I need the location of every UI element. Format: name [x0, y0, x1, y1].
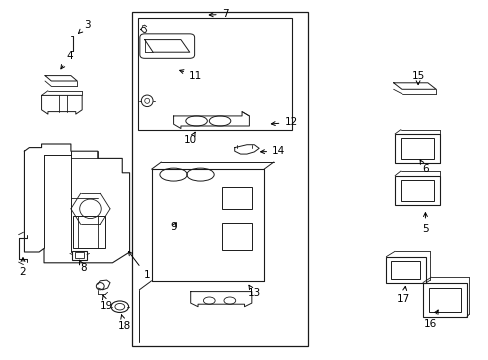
Text: 15: 15	[410, 71, 424, 85]
Bar	[394, 176, 439, 205]
Bar	[422, 283, 466, 317]
Bar	[222, 223, 251, 250]
Bar	[400, 180, 433, 201]
Text: 11: 11	[180, 70, 202, 81]
Bar	[386, 257, 426, 283]
Text: 4: 4	[61, 51, 73, 69]
Bar	[394, 134, 439, 163]
Text: 19: 19	[100, 295, 113, 311]
Bar	[138, 18, 292, 130]
Text: 18: 18	[118, 315, 131, 331]
Bar	[72, 251, 87, 260]
Bar	[400, 138, 433, 159]
Bar	[390, 261, 419, 279]
Text: 1: 1	[128, 252, 150, 280]
Text: 13: 13	[247, 285, 261, 298]
Text: 12: 12	[271, 117, 297, 127]
Bar	[132, 12, 307, 346]
Bar	[222, 187, 251, 209]
Text: 2: 2	[20, 258, 26, 277]
Text: 9: 9	[170, 222, 177, 232]
Text: 6: 6	[419, 160, 428, 174]
Text: 10: 10	[184, 132, 197, 145]
Text: 5: 5	[421, 213, 428, 234]
Text: 3: 3	[79, 20, 90, 33]
Text: 14: 14	[260, 146, 285, 156]
Bar	[73, 216, 105, 248]
Text: 7: 7	[209, 9, 228, 19]
Text: 16: 16	[423, 310, 437, 329]
Text: 17: 17	[396, 287, 409, 304]
Text: 8: 8	[80, 260, 86, 273]
Bar	[75, 252, 83, 258]
Bar	[151, 169, 264, 281]
Bar	[428, 288, 460, 312]
